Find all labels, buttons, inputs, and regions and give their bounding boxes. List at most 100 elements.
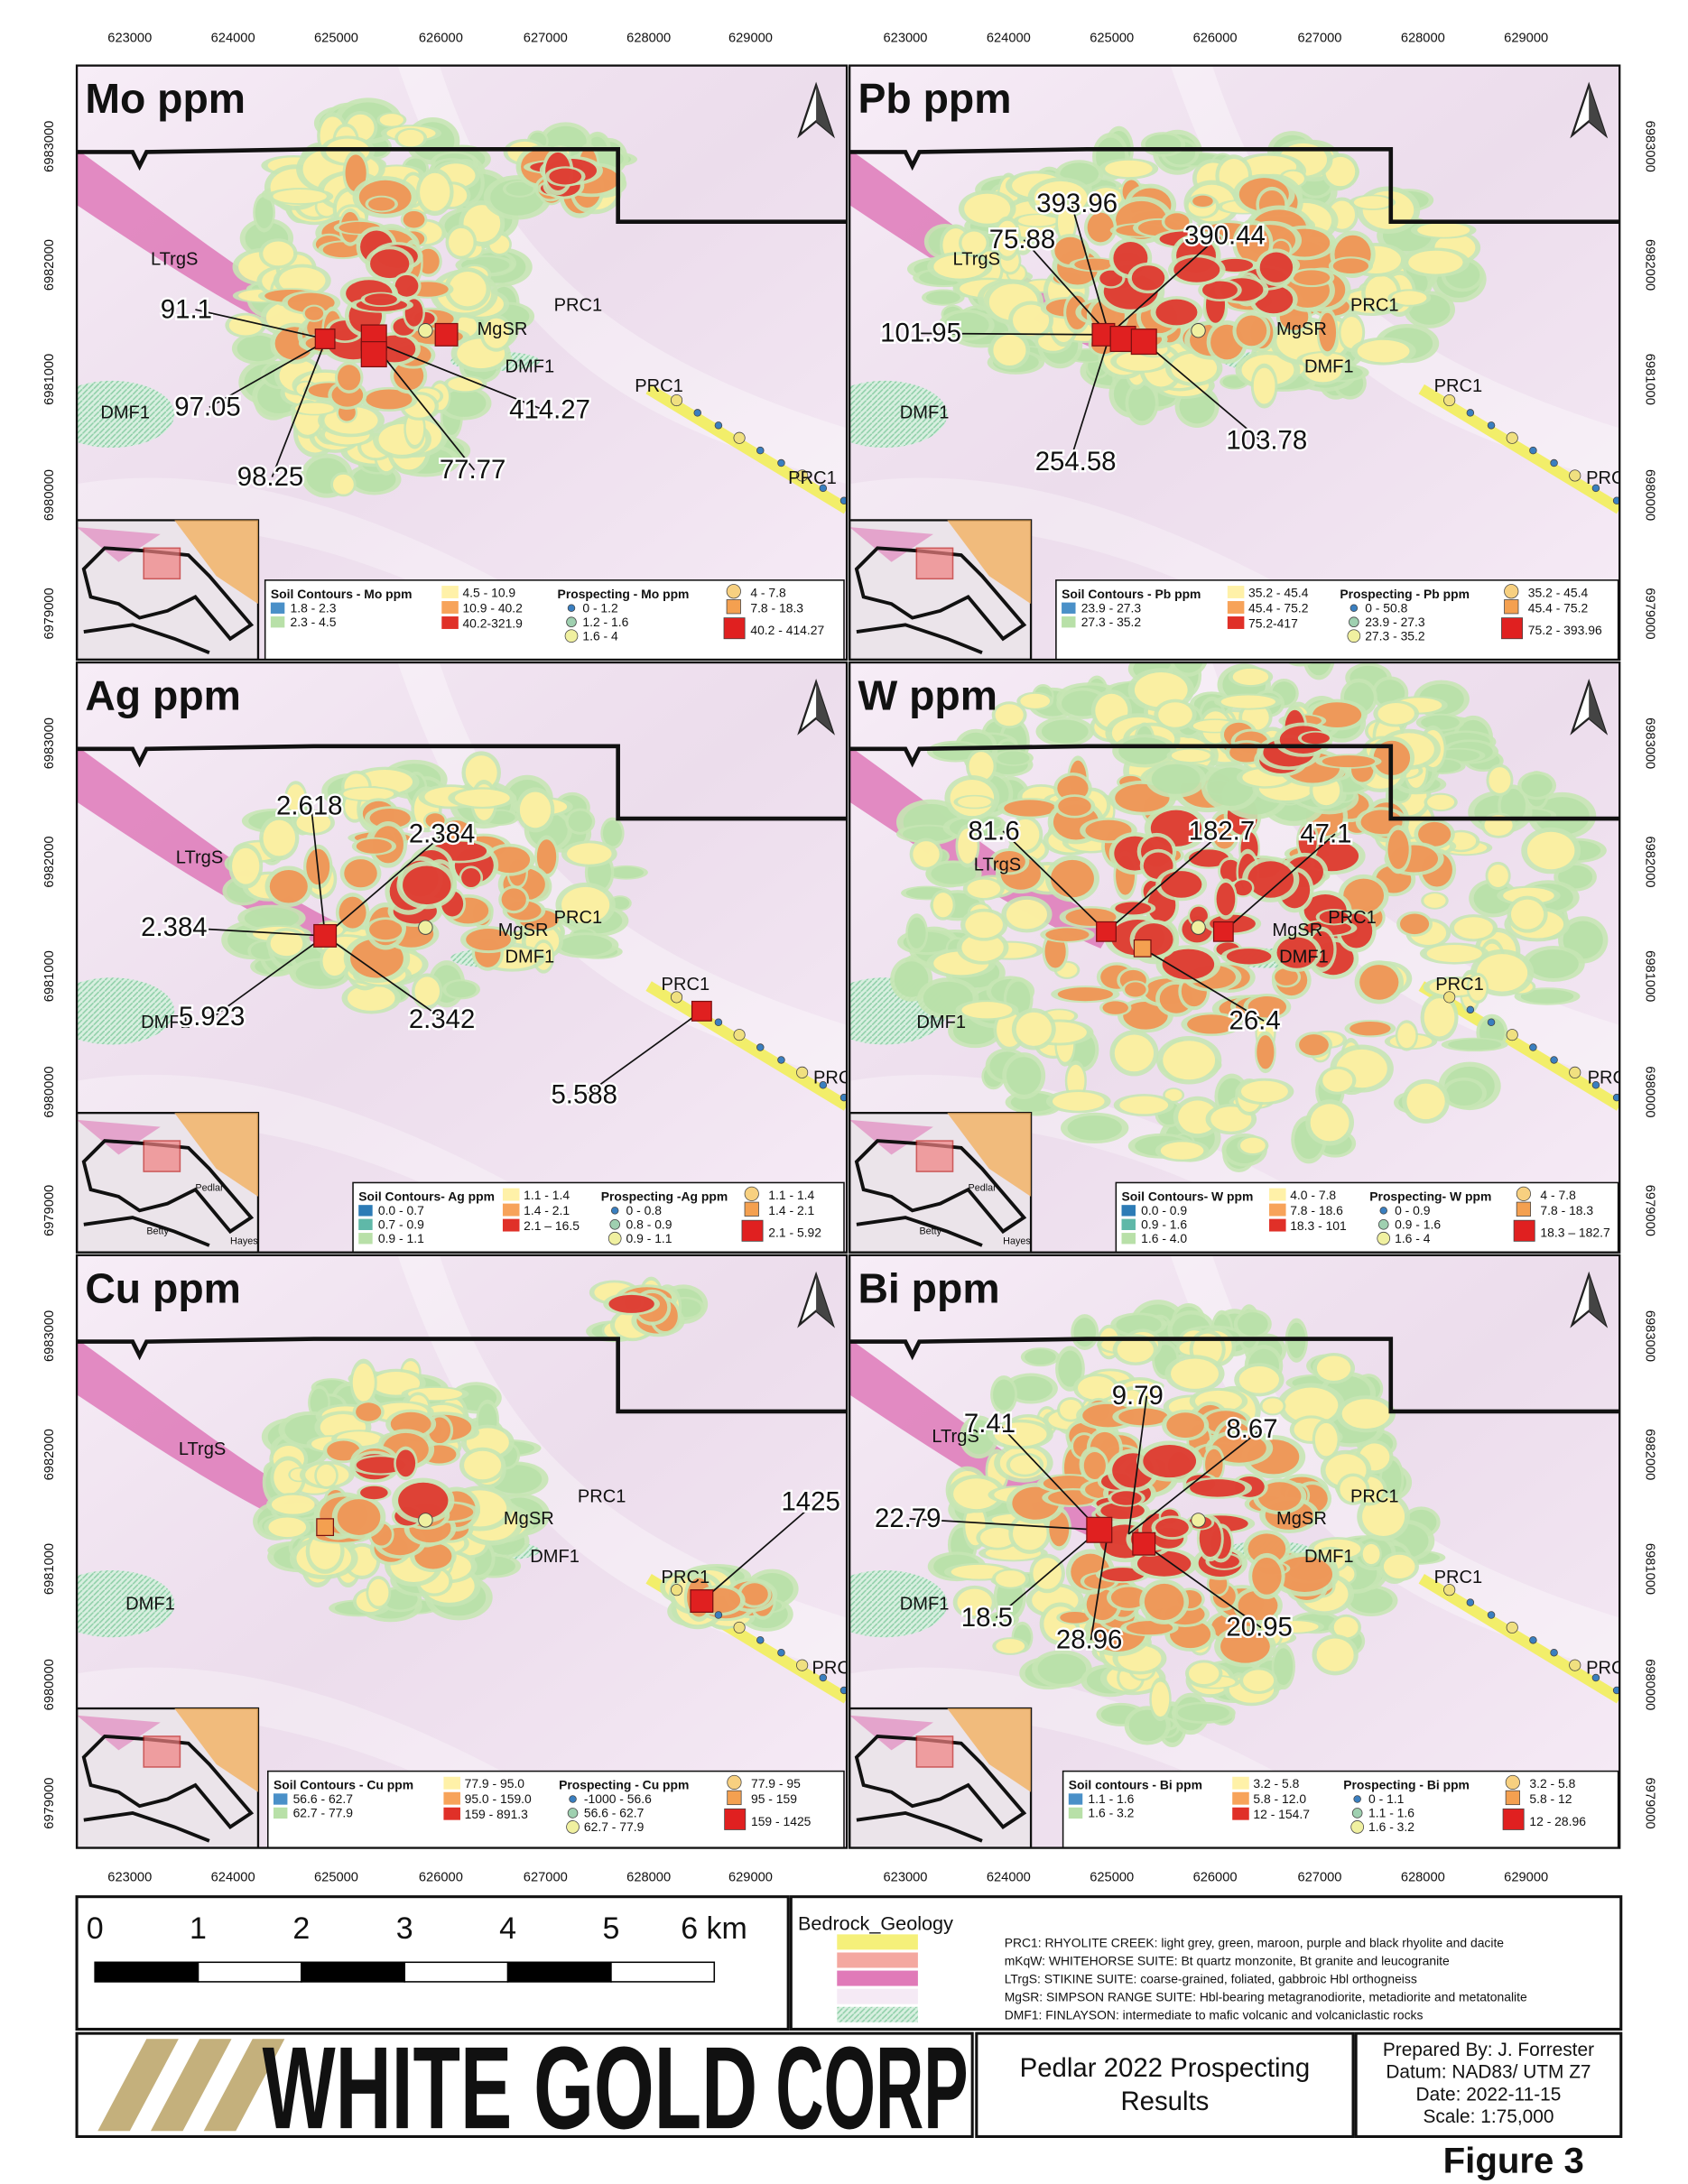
legend-swatch bbox=[1121, 1205, 1136, 1217]
leader-line bbox=[373, 340, 545, 412]
legend-label: 0.8 - 0.9 bbox=[626, 1217, 672, 1231]
legend-swatch bbox=[270, 616, 285, 628]
leader-line bbox=[914, 332, 1109, 336]
soil-contour bbox=[1102, 1001, 1128, 1014]
map-panel: LTrgS PRC1 MgSR DMF1 PRC1 DMF1 PRC1 1425 Cu ppm S… bbox=[75, 1254, 849, 1849]
y-coordinate-label: 6979000 bbox=[1643, 588, 1657, 639]
legend-swatch bbox=[1232, 1776, 1249, 1790]
soil-contour bbox=[1160, 871, 1202, 898]
sample-point bbox=[1506, 1621, 1518, 1633]
soil-contour bbox=[343, 787, 394, 800]
soil-contour bbox=[414, 1543, 452, 1569]
map-panel: LTrgS PRC1 MgSR DMF1 PRC1 DMF1 PRC1 393.96 390.4… bbox=[849, 64, 1635, 662]
soil-contour bbox=[1012, 304, 1050, 336]
x-coordinate-label: 625000 bbox=[1090, 1871, 1134, 1885]
sample-point bbox=[1443, 393, 1456, 407]
inset-unit bbox=[849, 1119, 933, 1155]
legend-symbol bbox=[744, 1186, 759, 1201]
soil-contour bbox=[1020, 693, 1051, 708]
soil-contour bbox=[465, 755, 497, 791]
soil-contour bbox=[232, 847, 260, 884]
soil-contour bbox=[957, 1588, 992, 1616]
sample-point bbox=[1443, 991, 1456, 1004]
geology-swatch bbox=[837, 2006, 918, 2022]
geology-label: LTrgS bbox=[953, 250, 1000, 270]
legend-symbol bbox=[727, 1774, 742, 1791]
legend-swatch bbox=[1269, 1203, 1286, 1217]
soil-contour bbox=[1558, 865, 1593, 889]
leader-line bbox=[1142, 948, 1265, 1022]
soil-contour bbox=[1085, 819, 1132, 841]
x-coordinate-label: 626000 bbox=[419, 31, 463, 45]
info-box bbox=[1354, 2031, 1623, 2139]
legend-swatch bbox=[270, 602, 285, 614]
scale-label: 2 bbox=[292, 1911, 310, 1946]
soil-contour bbox=[1128, 384, 1155, 421]
sample-point bbox=[418, 323, 433, 338]
sample-point bbox=[1466, 1005, 1475, 1014]
scale-segment bbox=[197, 1961, 302, 1983]
geology-swatch bbox=[837, 1934, 918, 1950]
legend-swatch bbox=[273, 1807, 288, 1819]
legend-title: Soil Contours- Ag ppm bbox=[358, 1189, 495, 1204]
leader-line bbox=[1023, 239, 1110, 336]
legend-symbol bbox=[1502, 1808, 1525, 1830]
soil-contour bbox=[322, 946, 347, 976]
inset-unit bbox=[849, 1715, 933, 1751]
legend-label: 5.8 - 12 bbox=[1529, 1791, 1572, 1806]
leader-line bbox=[213, 935, 326, 1018]
leader-line bbox=[209, 340, 326, 408]
soil-contour bbox=[397, 129, 424, 147]
legend-label: 95 - 159 bbox=[751, 1791, 797, 1806]
inset-boundary bbox=[856, 1810, 983, 1843]
legend-symbol bbox=[1350, 1820, 1365, 1834]
geology-swatch bbox=[837, 1970, 918, 1986]
inset-label: Betty bbox=[919, 1226, 941, 1237]
soil-contour bbox=[1045, 928, 1090, 941]
legend-symbol bbox=[1377, 1231, 1391, 1245]
soil-contour bbox=[1037, 1653, 1087, 1684]
soil-contour bbox=[244, 907, 300, 930]
sample-square bbox=[1133, 939, 1152, 958]
soil-contour bbox=[958, 828, 978, 864]
soil-contour bbox=[1333, 1616, 1359, 1638]
soil-contour bbox=[1426, 944, 1482, 963]
soil-contour bbox=[263, 241, 294, 266]
property-boundary bbox=[77, 1337, 848, 1414]
legend-swatch bbox=[1232, 1791, 1249, 1805]
y-coordinate-label: 6980000 bbox=[42, 1659, 57, 1710]
inset-boundary bbox=[83, 1216, 210, 1247]
legend-label: 2.1 – 16.5 bbox=[524, 1218, 580, 1233]
soil-contour bbox=[271, 1495, 315, 1514]
soil-contour bbox=[1510, 899, 1544, 930]
map-body: LTrgS PRC1 MgSR DMF1 PRC1 DMF1 PRC1 1425 Cu ppm S… bbox=[77, 1254, 848, 1848]
legend-label: 1.1 - 1.6 bbox=[1368, 1806, 1414, 1820]
scale-segment bbox=[610, 1961, 716, 1983]
soil-contour bbox=[1211, 1433, 1266, 1463]
soil-contour bbox=[1125, 982, 1146, 997]
soil-contour bbox=[270, 930, 303, 957]
sample-point bbox=[1191, 323, 1206, 338]
geology-label: DMF1 bbox=[900, 403, 950, 423]
soil-contour bbox=[365, 293, 397, 306]
legend-label: 1.4 - 2.1 bbox=[768, 1203, 814, 1217]
legend-label: 45.4 - 75.2 bbox=[1248, 600, 1309, 615]
soil-contour bbox=[951, 1564, 1007, 1579]
soil-contour bbox=[1134, 672, 1188, 708]
value-label: 47.1 bbox=[1300, 819, 1351, 848]
legend-label: 23.9 - 27.3 bbox=[1081, 600, 1142, 615]
y-coordinate-label: 6983000 bbox=[1643, 1310, 1657, 1362]
geology-label: PRC1 bbox=[1328, 908, 1377, 928]
soil-contour bbox=[1259, 252, 1294, 282]
legend-title: Soil Contours - Pb ppm bbox=[1062, 587, 1201, 601]
legend-label: 1.6 - 3.2 bbox=[1088, 1806, 1134, 1820]
sample-square bbox=[1132, 1532, 1156, 1556]
geology-label: PRC1 bbox=[1586, 468, 1635, 488]
dmf1-unit bbox=[77, 977, 175, 1045]
legend-swatch bbox=[443, 1791, 460, 1805]
soil-contour bbox=[993, 1379, 1016, 1411]
geology-label: LTrgS bbox=[179, 1439, 226, 1459]
legend-label: 18.3 – 182.7 bbox=[1540, 1226, 1610, 1240]
sample-point bbox=[1191, 1513, 1206, 1528]
legend-label: 159 - 891.3 bbox=[465, 1807, 529, 1821]
